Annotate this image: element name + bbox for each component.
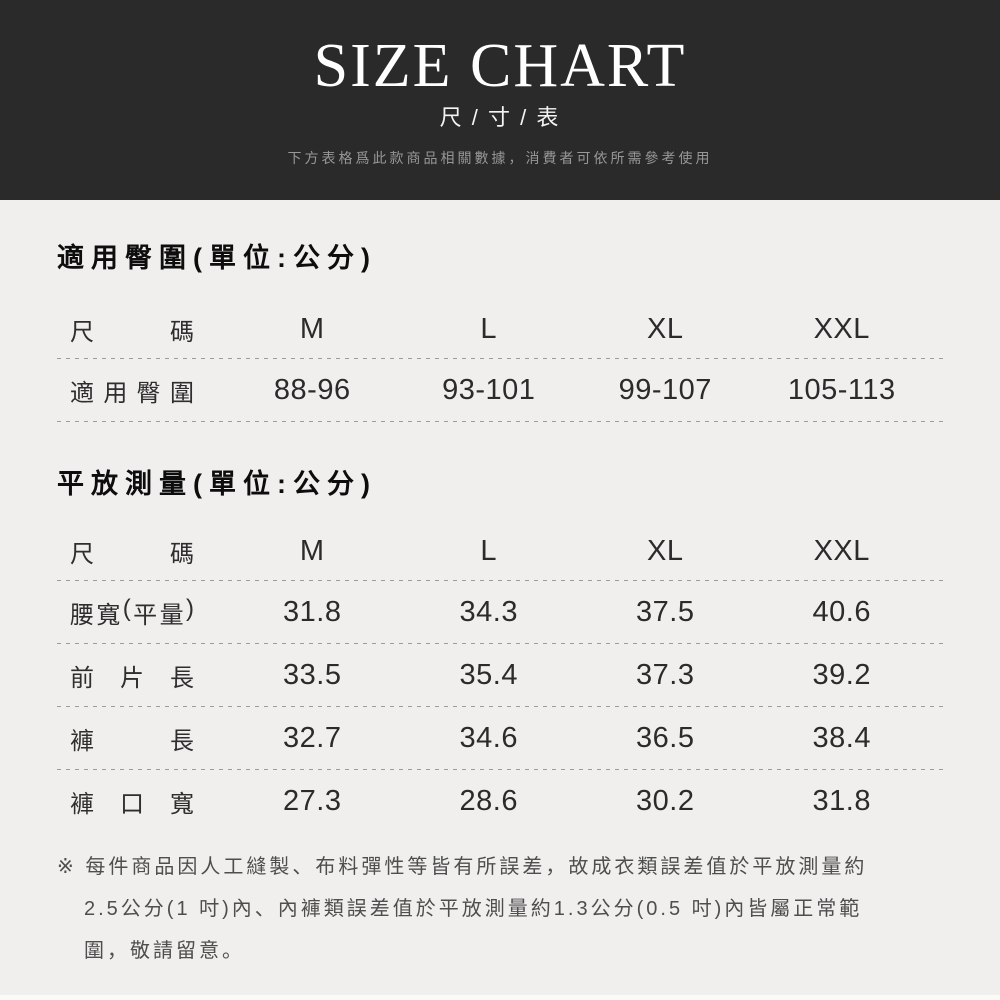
table-row-front-length: 前片長 33.5 35.4 37.3 39.2 [57,644,943,706]
content-area: 適用臀圍(單位:公分) 尺碼 M L XL XXL 適用臀圍 88-96 93-… [0,200,1000,972]
column-header-xl: XL [647,312,684,345]
cell-value: 105-113 [787,373,896,406]
note-line: 2.5公分(1 吋)內、內褲類誤差值於平放測量約1.3公分(0.5 吋)內皆屬正… [84,898,863,920]
note-line: 圍，敬請留意。 [84,940,245,962]
size-code-label: 尺碼 [70,540,194,568]
cell-value: 36.5 [636,721,695,754]
column-header-xl: XL [647,534,684,567]
cell-value: 38.4 [812,721,871,754]
table-row-pant-length: 褲長 32.7 34.6 36.5 38.4 [57,707,943,769]
row-label: 前片長 [70,664,194,692]
cell-value: 99-107 [618,373,712,406]
row-label: 褲長 [70,727,194,755]
cell-value: 34.3 [459,595,518,628]
dashed-divider [57,580,943,581]
cell-value: 32.7 [283,721,342,754]
table-row-waist-width: 腰寬(平量) 31.8 34.3 37.5 40.6 [57,581,943,643]
table-header-row: 尺碼 M L XL XXL [57,522,943,580]
column-header-m: M [299,534,325,567]
dashed-divider [57,421,943,422]
bottom-edge-strip [0,995,1000,1000]
hip-size-section: 適用臀圍(單位:公分) 尺碼 M L XL XXL 適用臀圍 88-96 93-… [57,200,943,422]
column-header-xxl: XXL [813,534,870,567]
table-row-hip-range: 適用臀圍 88-96 93-101 99-107 105-113 [57,359,943,421]
table-header-row: 尺碼 M L XL XXL [57,300,943,358]
cell-value: 27.3 [283,784,342,817]
column-header-m: M [299,312,325,345]
cell-value: 88-96 [273,373,351,406]
flat-measure-section: 平放測量(單位:公分) 尺碼 M L XL XXL 腰寬(平量) 31.8 34… [57,422,943,832]
dashed-divider [57,358,943,359]
row-label: 褲口寬 [70,790,194,818]
flat-measure-table: 尺碼 M L XL XXL 腰寬(平量) 31.8 34.3 37.5 40.6… [57,522,943,832]
cell-value: 35.4 [459,658,518,691]
cell-value: 37.3 [636,658,695,691]
row-label: 適用臀圍 [70,379,194,407]
cell-value: 37.5 [636,595,695,628]
size-code-label: 尺碼 [70,318,194,346]
dashed-divider [57,643,943,644]
note-line: ※ 每件商品因人工縫製、布料彈性等皆有所誤差，故成衣類誤差值於平放測量約 [57,856,868,878]
dashed-divider [57,706,943,707]
flat-section-title: 平放測量(單位:公分) [57,469,377,499]
cell-value: 93-101 [442,373,536,406]
cell-value: 40.6 [812,595,871,628]
page-description: 下方表格爲此款商品相關數據，消費者可依所需參考使用 [287,150,713,166]
cell-value: 33.5 [283,658,342,691]
dashed-divider [57,769,943,770]
hip-size-table: 尺碼 M L XL XXL 適用臀圍 88-96 93-101 99-107 1… [57,300,943,422]
column-header-l: L [480,312,498,345]
cell-value: 34.6 [459,721,518,754]
tolerance-note: ※ 每件商品因人工縫製、布料彈性等皆有所誤差，故成衣類誤差值於平放測量約 2.5… [57,846,943,972]
hip-section-title: 適用臀圍(單位:公分) [57,243,377,273]
column-header-l: L [480,534,498,567]
cell-value: 28.6 [459,784,518,817]
page-title: SIZE CHART [313,32,687,100]
row-label: 腰寬(平量) [70,594,194,629]
hero-header: SIZE CHART 尺 / 寸 / 表 下方表格爲此款商品相關數據，消費者可依… [0,0,1000,200]
page-subtitle: 尺 / 寸 / 表 [439,105,561,130]
cell-value: 31.8 [283,595,342,628]
table-row-leg-opening: 褲口寬 27.3 28.6 30.2 31.8 [57,770,943,832]
cell-value: 31.8 [812,784,871,817]
cell-value: 30.2 [636,784,695,817]
column-header-xxl: XXL [813,312,870,345]
cell-value: 39.2 [812,658,871,691]
